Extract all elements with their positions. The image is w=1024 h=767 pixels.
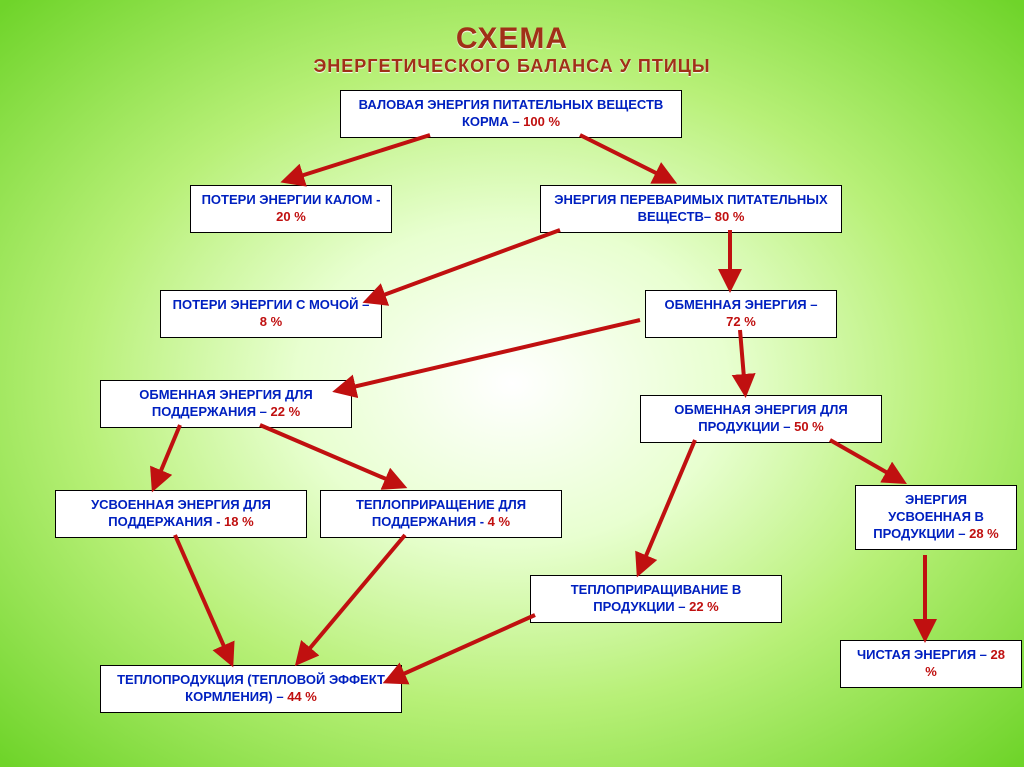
node-percent: 44 % — [287, 689, 317, 704]
node-me: ОБМЕННАЯ ЭНЕРГИЯ – 72 % — [645, 290, 837, 338]
edge-hi_prod-heat — [390, 615, 535, 680]
node-ne_maint: УСВОЕННАЯ ЭНЕРГИЯ ДЛЯ ПОДДЕРЖАНИЯ - 18 % — [55, 490, 307, 538]
node-label: ТЕПЛОПРОДУКЦИЯ (ТЕПЛОВОЙ ЭФФЕКТ КОРМЛЕНИ… — [117, 672, 385, 704]
node-percent: 28 % — [969, 526, 999, 541]
node-percent: 20 % — [276, 209, 306, 224]
edge-me_maint-hi_maint — [260, 425, 400, 485]
edge-me-me_prod — [740, 330, 745, 390]
node-percent: 50 % — [794, 419, 824, 434]
node-percent: 8 % — [260, 314, 282, 329]
edge-ne_maint-heat — [175, 535, 230, 660]
edge-me_prod-ne_prod — [830, 440, 900, 480]
node-hi_maint: ТЕПЛОПРИРАЩЕНИЕ ДЛЯ ПОДДЕРЖАНИЯ - 4 % — [320, 490, 562, 538]
node-gross: ВАЛОВАЯ ЭНЕРГИЯ ПИТАТЕЛЬНЫХ ВЕЩЕСТВ КОРМ… — [340, 90, 682, 138]
node-feces: ПОТЕРИ ЭНЕРГИИ КАЛОМ - 20 % — [190, 185, 392, 233]
edge-me_maint-ne_maint — [155, 425, 180, 485]
node-percent: 80 % — [715, 209, 745, 224]
title-main: СХЕМА — [0, 22, 1024, 56]
edge-digest-urine — [370, 230, 560, 300]
node-label: ОБМЕННАЯ ЭНЕРГИЯ – — [665, 297, 818, 312]
node-percent: 100 % — [523, 114, 560, 129]
node-label: ЭНЕРГИЯ УСВОЕННАЯ В ПРОДУКЦИИ – — [873, 492, 984, 541]
edge-gross-feces — [288, 135, 430, 180]
node-label: ПОТЕРИ ЭНЕРГИИ КАЛОМ - — [202, 192, 381, 207]
edge-me-me_maint — [340, 320, 640, 390]
node-urine: ПОТЕРИ ЭНЕРГИИ С МОЧОЙ – 8 % — [160, 290, 382, 338]
node-percent: 22 % — [689, 599, 719, 614]
node-label: ПОТЕРИ ЭНЕРГИИ С МОЧОЙ – — [173, 297, 370, 312]
node-me_prod: ОБМЕННАЯ ЭНЕРГИЯ ДЛЯ ПРОДУКЦИИ – 50 % — [640, 395, 882, 443]
edge-gross-digest — [580, 135, 670, 180]
edge-hi_maint-heat — [300, 535, 405, 660]
node-percent: 22 % — [271, 404, 301, 419]
node-label: ВАЛОВАЯ ЭНЕРГИЯ ПИТАТЕЛЬНЫХ ВЕЩЕСТВ КОРМ… — [359, 97, 664, 129]
node-hi_prod: ТЕПЛОПРИРАЩИВАНИЕ В ПРОДУКЦИИ – 22 % — [530, 575, 782, 623]
node-label: ЧИСТАЯ ЭНЕРГИЯ – — [857, 647, 991, 662]
node-heat: ТЕПЛОПРОДУКЦИЯ (ТЕПЛОВОЙ ЭФФЕКТ КОРМЛЕНИ… — [100, 665, 402, 713]
node-clean: ЧИСТАЯ ЭНЕРГИЯ – 28 % — [840, 640, 1022, 688]
node-percent: 18 % — [224, 514, 254, 529]
node-ne_prod: ЭНЕРГИЯ УСВОЕННАЯ В ПРОДУКЦИИ – 28 % — [855, 485, 1017, 550]
node-label: ЭНЕРГИЯ ПЕРЕВАРИМЫХ ПИТАТЕЛЬНЫХ ВЕЩЕСТВ– — [554, 192, 827, 224]
title-sub: ЭНЕРГЕТИЧЕСКОГО БАЛАНСА У ПТИЦЫ — [0, 56, 1024, 77]
node-percent: 4 % — [488, 514, 510, 529]
node-me_maint: ОБМЕННАЯ ЭНЕРГИЯ ДЛЯ ПОДДЕРЖАНИЯ – 22 % — [100, 380, 352, 428]
node-digest: ЭНЕРГИЯ ПЕРЕВАРИМЫХ ПИТАТЕЛЬНЫХ ВЕЩЕСТВ–… — [540, 185, 842, 233]
edge-me_prod-hi_prod — [640, 440, 695, 570]
node-percent: 72 % — [726, 314, 756, 329]
